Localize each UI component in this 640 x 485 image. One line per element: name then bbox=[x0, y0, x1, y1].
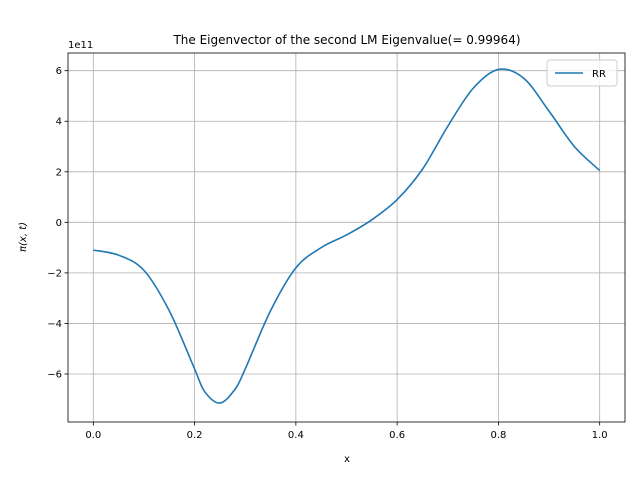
y-tick-label: −2 bbox=[47, 268, 62, 279]
legend-label-rr: RR bbox=[592, 69, 606, 80]
y-tick-label: 2 bbox=[56, 167, 62, 178]
grid-lines bbox=[68, 53, 625, 422]
y-tick-label: 0 bbox=[56, 218, 62, 229]
y-tick-label: −6 bbox=[47, 369, 62, 380]
x-tick-label: 0.2 bbox=[187, 430, 203, 441]
series-line-rr bbox=[93, 68, 601, 404]
legend: RR bbox=[546, 59, 618, 87]
y-axis-offset-text: 1e11 bbox=[68, 40, 93, 51]
x-tick-label: 0.0 bbox=[85, 430, 101, 441]
chart-title: The Eigenvector of the second LM Eigenva… bbox=[172, 33, 520, 47]
axes-frame bbox=[67, 52, 626, 423]
x-tick-label: 0.6 bbox=[389, 430, 405, 441]
y-axis-label: π(x, t) bbox=[18, 222, 29, 252]
y-tick-label: 6 bbox=[56, 66, 62, 77]
x-tick-label: 1.0 bbox=[592, 430, 608, 441]
x-tick-label: 0.4 bbox=[288, 430, 304, 441]
tick-layer: 0.0 0.2 0.4 0.6 0.8 1.0 −6 −4 −2 0 2 4 6 bbox=[47, 66, 607, 441]
series-layer bbox=[93, 68, 601, 404]
y-tick-label: −4 bbox=[47, 319, 62, 330]
x-axis-label: x bbox=[344, 454, 350, 465]
x-tick-label: 0.8 bbox=[490, 430, 506, 441]
y-tick-label: 4 bbox=[56, 117, 62, 128]
